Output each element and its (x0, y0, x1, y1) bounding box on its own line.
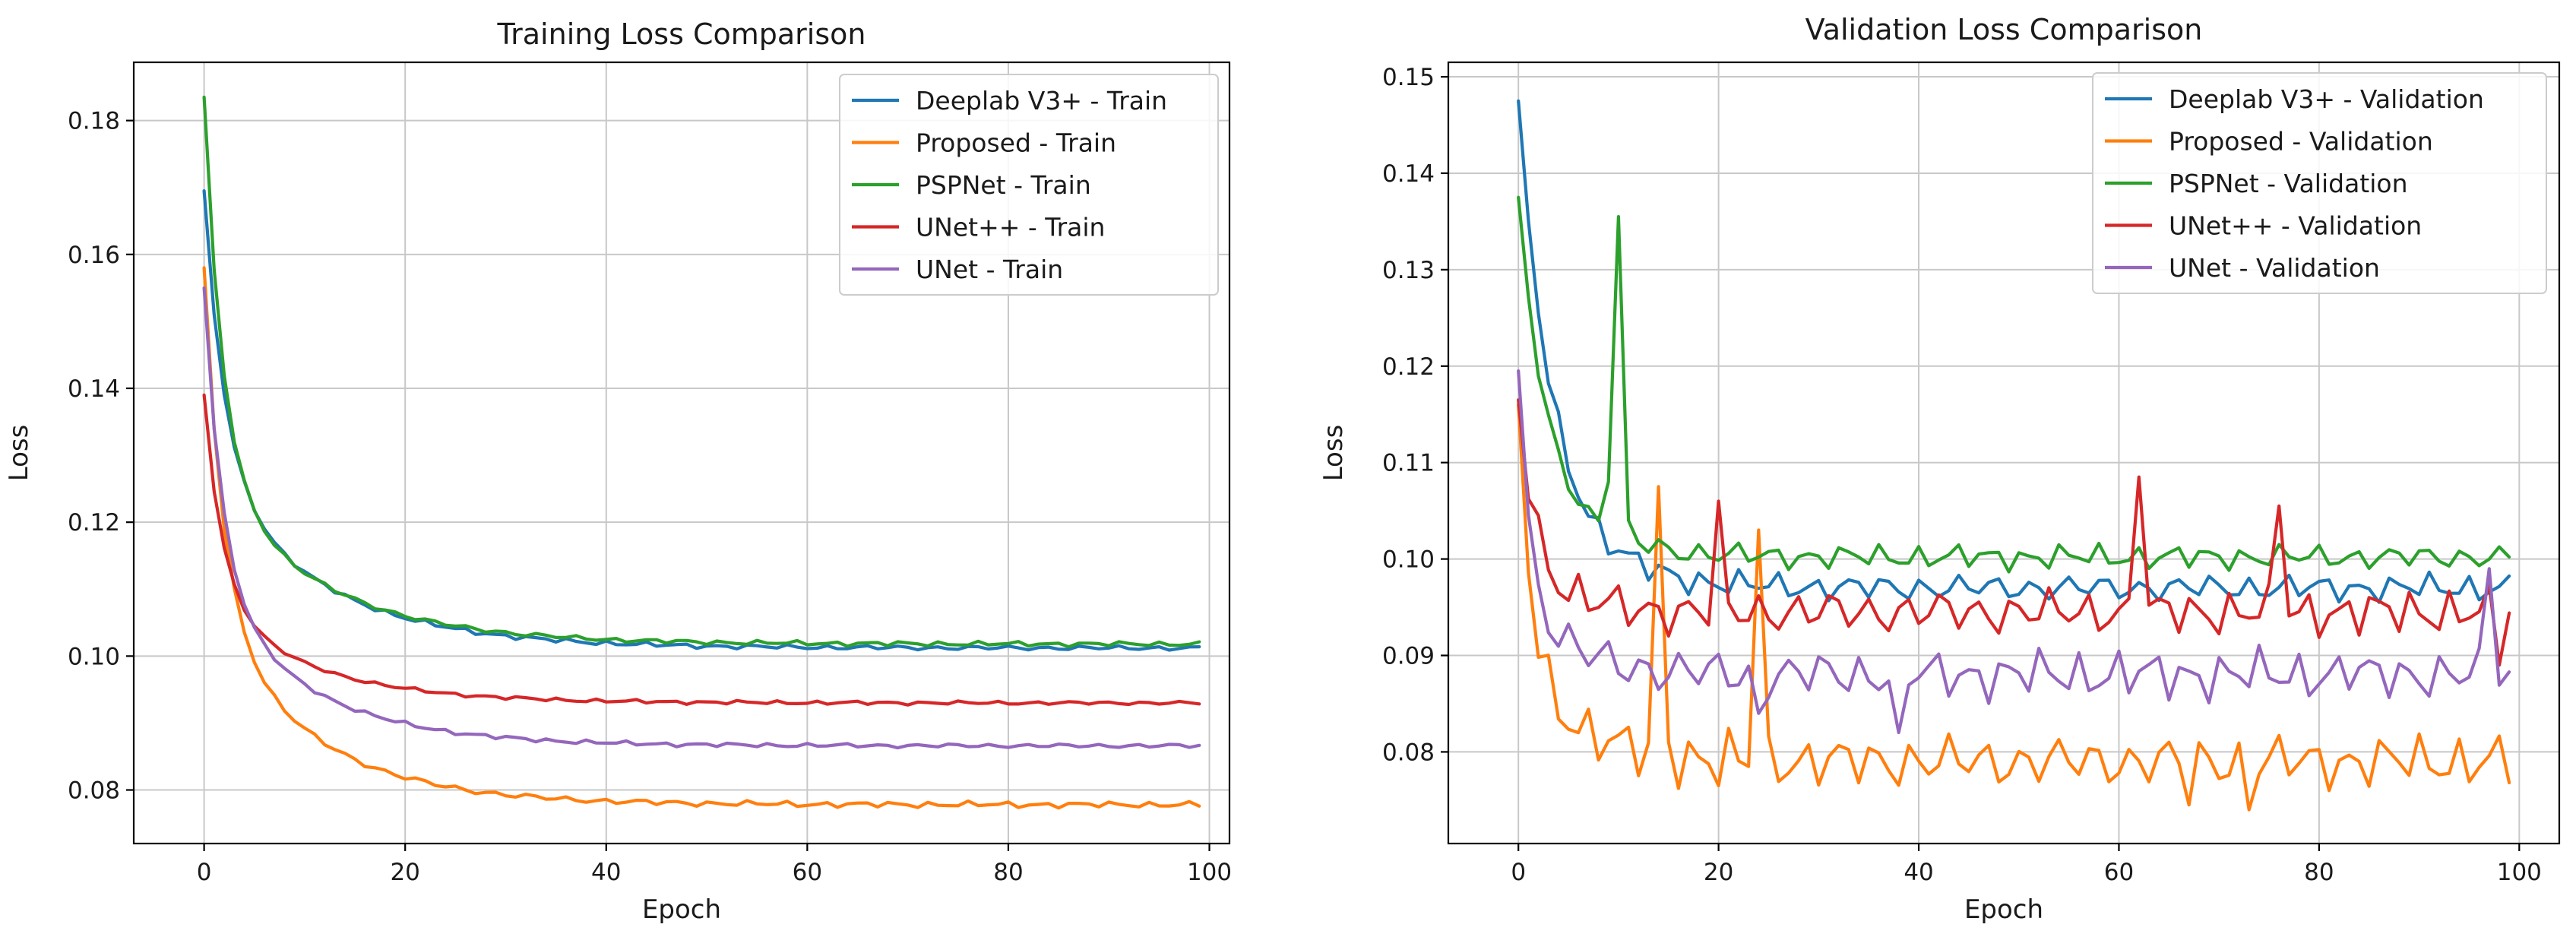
legend-label-unetpp: UNet++ - Train (916, 213, 1105, 242)
x-tick-label: 60 (2104, 859, 2134, 886)
x-tick-label: 60 (793, 859, 822, 886)
plot-frame (132, 61, 1231, 845)
y-tick-label: 0.12 (68, 509, 120, 537)
x-tick-label: 40 (1904, 859, 1933, 886)
x-axis-label: Epoch (642, 894, 721, 925)
y-tick-label: 0.08 (68, 777, 120, 805)
series-line-unetpp (202, 393, 1201, 707)
y-tick-label: 0.15 (1382, 64, 1435, 91)
x-tick-label: 100 (2497, 859, 2542, 886)
y-tick-label: 0.08 (1382, 739, 1435, 766)
legend-label-pspnet: PSPNet - Validation (2169, 169, 2408, 198)
y-axis-label: Loss (4, 425, 34, 482)
legend-label-deeplab: Deeplab V3+ - Train (916, 86, 1167, 116)
x-tick-label: 0 (197, 859, 212, 886)
x-axis-label: Epoch (1964, 894, 2043, 925)
y-tick-label: 0.10 (1382, 546, 1435, 574)
legend-box (2092, 72, 2547, 294)
series-line-unet (1517, 369, 2511, 735)
x-tick-label: 80 (2304, 859, 2334, 886)
plot-frame (1447, 61, 2561, 845)
legend-box (839, 74, 1219, 296)
y-tick-label: 0.11 (1382, 450, 1435, 477)
series-line-unetpp (1517, 398, 2511, 667)
legend: Deeplab V3+ - Validation Proposed - Valid… (2092, 72, 2547, 294)
x-tick-label: 40 (591, 859, 621, 886)
y-tick-label: 0.12 (1382, 353, 1435, 381)
y-tick-label: 0.13 (1382, 257, 1435, 284)
y-tick-label: 0.16 (68, 242, 120, 269)
legend-label-unet: UNet - Train (916, 255, 1063, 284)
x-tick-label: 80 (993, 859, 1023, 886)
y-tick-label: 0.18 (68, 108, 120, 135)
y-tick-label: 0.09 (1382, 643, 1435, 670)
legend: Deeplab V3+ - Train Proposed - Train PSPNe… (839, 74, 1219, 296)
chart-title: Validation Loss Comparison (1805, 13, 2203, 46)
y-tick-label: 0.14 (1382, 160, 1435, 188)
y-tick-label: 0.14 (68, 375, 120, 403)
legend-label-pspnet: PSPNet - Train (916, 170, 1091, 200)
series-line-pspnet (1517, 195, 2511, 574)
legend-label-proposed: Proposed - Validation (2169, 127, 2433, 157)
x-tick-label: 20 (390, 859, 419, 886)
x-tick-label: 100 (1187, 859, 1232, 886)
y-tick-label: 0.10 (68, 643, 120, 670)
x-tick-label: 0 (1511, 859, 1526, 886)
series-line-proposed (1517, 403, 2511, 812)
legend-label-unetpp: UNet++ - Validation (2169, 211, 2422, 241)
series-line-pspnet (202, 95, 1201, 649)
legend-label-deeplab: Deeplab V3+ - Validation (2169, 84, 2484, 114)
series-line-proposed (202, 266, 1201, 810)
chart-title: Training Loss Comparison (497, 17, 866, 51)
series-line-deeplab (202, 189, 1201, 652)
legend-label-proposed: Proposed - Train (916, 128, 1116, 158)
series-line-deeplab (1517, 99, 2511, 604)
series-line-unet (202, 286, 1201, 750)
x-tick-label: 20 (1704, 859, 1733, 886)
y-axis-label: Loss (1318, 425, 1349, 482)
validation-loss-plot: 0 20 40 60 80 100 0.08 0.09 0.10 0.11 0.12 0.13 0.14… (1318, 13, 2561, 925)
training-loss-plot: 0 20 40 60 80 100 0.08 0.10 0.12 0.14 0.16 0.18 Tra… (4, 17, 1232, 925)
legend-label-unet: UNet - Validation (2169, 253, 2380, 283)
